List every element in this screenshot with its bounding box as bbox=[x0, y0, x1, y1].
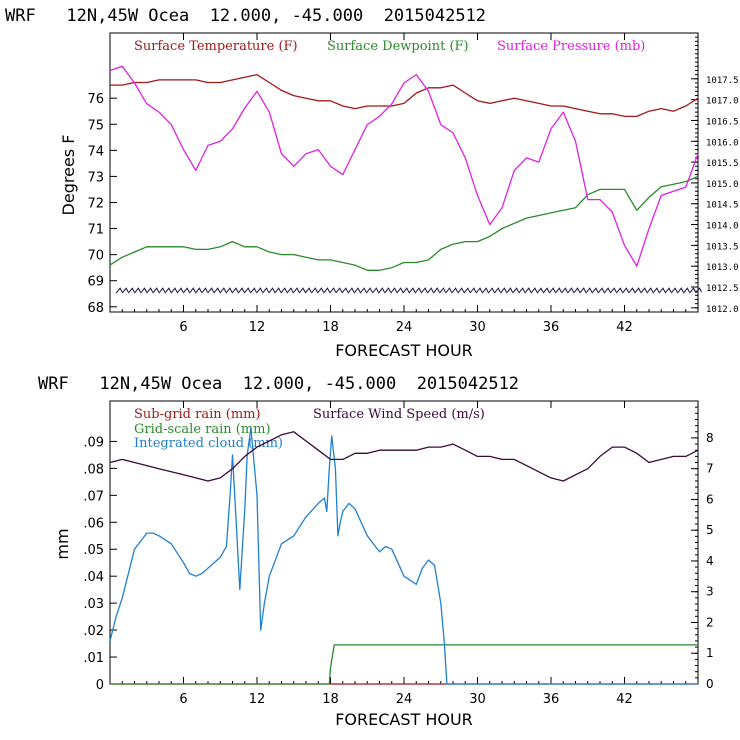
bottom-y-axis-label: mm bbox=[53, 528, 72, 559]
top-x-tick-label: 18 bbox=[322, 320, 339, 335]
top-y2-tick-label: 1017.5 bbox=[706, 76, 739, 86]
top-y-axis-label: Degrees F bbox=[59, 135, 78, 216]
top-y-tick-label: 76 bbox=[87, 92, 104, 107]
top-y-tick-label: 75 bbox=[87, 118, 104, 133]
bottom-x-tick-label: 36 bbox=[543, 692, 560, 707]
bottom-y2-tick-label: 1 bbox=[706, 646, 714, 660]
top-y-tick-label: 68 bbox=[87, 301, 104, 316]
top-series-surface-dewpoint-f bbox=[109, 175, 699, 271]
bottom-y2-tick-label: 6 bbox=[706, 492, 714, 506]
top-x-tick-label: 6 bbox=[179, 320, 187, 335]
bottom-y2-tick-label: 3 bbox=[706, 585, 714, 599]
top-plot-area: 6 12 18 24 30 36 42 68 69 70 71 72 73 74 75 76 1012.0 101… bbox=[87, 33, 739, 335]
bottom-y-tick-label: .04 bbox=[83, 570, 104, 585]
legend-sub-grid-rain: Sub-grid rain (mm) bbox=[134, 407, 261, 422]
legend-surface-dewpoint: Surface Dewpoint (F) bbox=[327, 39, 469, 54]
bottom-y2-tick-label: 2 bbox=[706, 615, 714, 629]
top-y2-tick-label: 1013.5 bbox=[706, 242, 739, 252]
top-x-tick-label: 30 bbox=[469, 320, 486, 335]
bottom-y-tick-label: .02 bbox=[83, 624, 104, 639]
top-x-tick-label: 36 bbox=[543, 320, 560, 335]
bottom-legend: Sub-grid rain (mm) Grid-scale rain (mm) … bbox=[134, 407, 485, 451]
bottom-series-grid-scale-rain-mm bbox=[110, 644, 698, 685]
bottom-x-tick-label: 6 bbox=[179, 692, 187, 707]
top-y2-tick-label: 1015.5 bbox=[706, 159, 739, 169]
legend-surface-pressure: Surface Pressure (mb) bbox=[497, 39, 645, 54]
top-y2-tick-label: 1015.0 bbox=[706, 180, 739, 190]
bottom-y-tick-label: .09 bbox=[83, 435, 104, 450]
bottom-panel: WRF 12N,45W Ocea 12.000, -45.000 2015042… bbox=[38, 374, 714, 729]
legend-grid-scale-rain: Grid-scale rain (mm) bbox=[134, 422, 271, 437]
top-y2-tick-label: 1016.0 bbox=[706, 138, 739, 148]
bottom-y-tick-label: .05 bbox=[83, 543, 104, 558]
top-y2-tick-label: 1014.0 bbox=[706, 222, 739, 232]
bottom-chart-title: WRF 12N,45W Ocea 12.000, -45.000 2015042… bbox=[38, 374, 519, 394]
top-y2-tick-label: 1012.0 bbox=[706, 305, 739, 315]
top-x-tick-label: 24 bbox=[396, 320, 413, 335]
top-y2-tick-label: 1013.0 bbox=[706, 263, 739, 273]
top-chart-title: WRF 12N,45W Ocea 12.000, -45.000 2015042… bbox=[5, 6, 486, 26]
top-y-tick-label: 73 bbox=[87, 170, 104, 185]
bottom-y2-tick-label: 7 bbox=[706, 462, 714, 476]
bottom-x-tick-label: 42 bbox=[616, 692, 633, 707]
top-y2-tick-label: 1016.5 bbox=[706, 117, 739, 127]
bottom-x-tick-label: 24 bbox=[396, 692, 413, 707]
bottom-y-tick-label: .08 bbox=[83, 462, 104, 477]
bottom-x-axis-label: FORECAST HOUR bbox=[335, 710, 473, 729]
bottom-series-integrated-cloud-mm bbox=[109, 427, 698, 685]
bottom-y2-tick-label: 0 bbox=[706, 677, 714, 691]
top-y-tick-label: 74 bbox=[87, 144, 104, 159]
top-panel: WRF 12N,45W Ocea 12.000, -45.000 2015042… bbox=[5, 6, 739, 360]
bottom-y-tick-label: .01 bbox=[83, 651, 104, 666]
bottom-y-tick-label: .07 bbox=[83, 489, 104, 504]
top-x-tick-label: 42 bbox=[616, 320, 633, 335]
bottom-y-tick-label: .03 bbox=[83, 597, 104, 612]
top-series-surface-temperature-f bbox=[110, 74, 699, 118]
bottom-x-tick-label: 18 bbox=[322, 692, 339, 707]
top-y2-tick-label: 1014.5 bbox=[706, 201, 739, 211]
top-y-tick-label: 72 bbox=[87, 196, 104, 211]
top-y2-tick-label: 1012.5 bbox=[706, 284, 739, 294]
legend-integrated-cloud: Integrated cloud (mm) bbox=[134, 436, 283, 451]
top-series-surface-pressure-mb bbox=[109, 65, 699, 267]
top-y2-tick-label: 1017.0 bbox=[706, 97, 739, 107]
top-y-tick-label: 69 bbox=[87, 275, 104, 290]
bottom-series-surface-wind-speed-m-s bbox=[109, 431, 699, 482]
bottom-y2-tick-label: 4 bbox=[706, 554, 714, 568]
top-x-axis-label: FORECAST HOUR bbox=[335, 341, 473, 360]
bottom-x-tick-label: 30 bbox=[469, 692, 486, 707]
legend-surface-wind-speed: Surface Wind Speed (m/s) bbox=[313, 407, 485, 422]
bottom-y-tick-label: .06 bbox=[83, 516, 104, 531]
top-x-tick-label: 12 bbox=[249, 320, 266, 335]
legend-surface-temperature: Surface Temperature (F) bbox=[134, 39, 298, 54]
bottom-plot-area: 6 12 18 24 30 36 420.01.02.03.04.05.06.07.08.0… bbox=[83, 400, 714, 707]
bottom-y2-tick-label: 5 bbox=[706, 523, 714, 537]
bottom-y-tick-label: 0 bbox=[96, 678, 104, 693]
top-y-tick-label: 71 bbox=[87, 223, 104, 238]
top-legend: Surface Temperature (F) Surface Dewpoint… bbox=[134, 39, 645, 54]
top-series-wind-barbs bbox=[115, 287, 703, 294]
bottom-y2-tick-label: 8 bbox=[706, 431, 714, 445]
top-y-tick-label: 70 bbox=[87, 249, 104, 264]
bottom-x-tick-label: 12 bbox=[249, 692, 266, 707]
top-plot-frame bbox=[109, 32, 699, 313]
